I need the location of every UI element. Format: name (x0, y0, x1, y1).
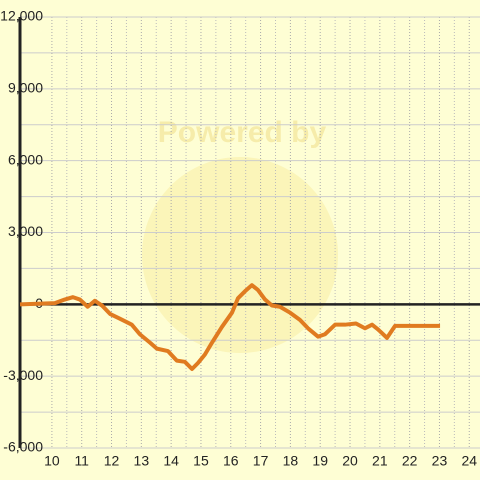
line-series (19, 283, 441, 371)
x-tick-label: 22 (402, 453, 418, 469)
x-tick-label: 19 (312, 453, 328, 469)
x-tick-label: 14 (163, 453, 179, 469)
x-tick-label: 12 (104, 453, 120, 469)
y-tick-label: -6,000 (3, 439, 43, 455)
x-tick-label: 13 (134, 453, 150, 469)
y-tick-label: 3,000 (8, 223, 43, 239)
x-tick-label: 15 (193, 453, 209, 469)
y-tick-label: 12,000 (0, 8, 43, 24)
x-tick-label: 24 (461, 453, 477, 469)
x-tick-label: 23 (432, 453, 448, 469)
y-tick-label: 9,000 (8, 80, 43, 96)
x-tick-label: 21 (372, 453, 388, 469)
x-tick-label: 17 (253, 453, 269, 469)
x-tick-label: 10 (44, 453, 60, 469)
watermark: Powered by (158, 116, 327, 149)
x-tick-label: 20 (342, 453, 358, 469)
y-tick-label: -3,000 (3, 367, 43, 383)
x-tick-label: 16 (223, 453, 239, 469)
x-tick-label: 11 (74, 453, 89, 469)
x-tick-label: 18 (283, 453, 299, 469)
y-tick-label: 6,000 (8, 151, 43, 167)
